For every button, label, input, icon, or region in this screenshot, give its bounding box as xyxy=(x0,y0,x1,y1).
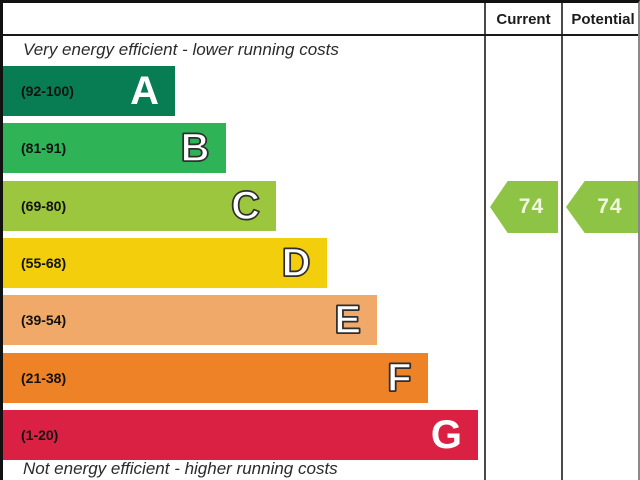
band-row-G: (1-20) G xyxy=(3,410,478,460)
bottom-caption: Not energy efficient - higher running co… xyxy=(23,459,338,478)
band-range-label: (55-68) xyxy=(21,255,67,271)
band-letter: E xyxy=(334,297,362,343)
band-range-label: (81-91) xyxy=(21,140,67,156)
band-row-A: (92-100) A xyxy=(3,66,175,116)
band-letter: D xyxy=(281,240,311,286)
band-range-label: (21-38) xyxy=(21,370,67,386)
header-underline xyxy=(3,34,638,36)
band-letter: B xyxy=(180,125,210,171)
band-row-B: (81-91) B xyxy=(3,123,226,173)
potential-column-header: Potential xyxy=(571,11,635,28)
band-row-F: (21-38) F xyxy=(3,353,428,403)
band-row-C: (69-80) C xyxy=(3,181,276,231)
potential-rating-value: 74 xyxy=(597,195,623,218)
band-row-E: (39-54) E xyxy=(3,295,377,345)
potential-rating-arrow: 74 xyxy=(566,181,638,233)
band-letter: C xyxy=(230,183,260,229)
current-rating-value: 74 xyxy=(518,195,545,218)
band-range-label: (69-80) xyxy=(21,198,67,214)
current-rating-arrow: 74 xyxy=(490,181,558,233)
current-column-header: Current xyxy=(496,11,551,28)
potential-column-divider xyxy=(561,3,563,480)
band-row-D: (55-68) D xyxy=(3,238,327,288)
top-caption: Very energy efficient - lower running co… xyxy=(23,40,339,59)
band-letter: G xyxy=(430,413,462,457)
band-letter: A xyxy=(130,69,159,113)
band-range-label: (92-100) xyxy=(21,83,74,99)
current-column-divider xyxy=(484,3,486,480)
band-range-label: (39-54) xyxy=(21,312,67,328)
band-range-label: (1-20) xyxy=(21,427,59,443)
band-letter: F xyxy=(386,355,412,401)
